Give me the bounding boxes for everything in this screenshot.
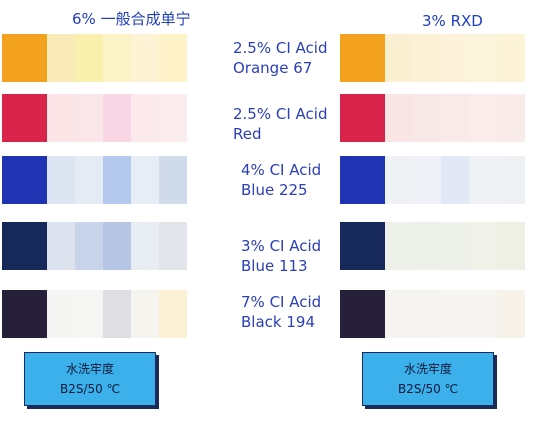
wash-fastness-standard: B2S/50 ℃	[397, 382, 459, 396]
wash-fastness-standard: B2S/50 ℃	[59, 382, 121, 396]
adjacent-fabric-swatch	[131, 156, 159, 204]
left-swatch-strip	[2, 156, 212, 204]
adjacent-fabric-swatch	[47, 34, 75, 82]
adjacent-fabric-swatch	[47, 94, 75, 142]
adjacent-fabric-swatch	[103, 156, 131, 204]
adjacent-fabric-swatch	[413, 290, 441, 338]
adjacent-fabric-swatch	[497, 94, 525, 142]
adjacent-fabric-swatch	[75, 156, 103, 204]
adjacent-fabric-swatch	[469, 290, 497, 338]
left-swatch-strip	[2, 94, 212, 142]
adjacent-fabric-swatch	[441, 222, 469, 270]
right-swatch-strip	[340, 34, 550, 82]
adjacent-fabric-swatch	[159, 34, 187, 82]
adjacent-fabric-swatch	[75, 222, 103, 270]
adjacent-fabric-swatch	[75, 34, 103, 82]
adjacent-fabric-swatch	[103, 34, 131, 82]
dye-label-name: Blue 225	[241, 181, 308, 199]
dyed-swatch	[2, 156, 47, 204]
dye-label-name: Black 194	[241, 313, 315, 331]
dye-label: 2.5% CI Acid Red	[233, 104, 327, 144]
left-header: 6% 一般合成单宁	[72, 10, 191, 28]
adjacent-fabric-swatch	[385, 222, 413, 270]
dye-label: 7% CI Acid Black 194	[241, 292, 321, 332]
dye-label-name: Red	[233, 125, 262, 143]
adjacent-fabric-swatch	[385, 34, 413, 82]
dyed-swatch	[2, 34, 47, 82]
dyed-swatch	[2, 290, 47, 338]
dye-label-concentration: 3% CI Acid	[241, 237, 322, 255]
adjacent-fabric-swatch	[131, 34, 159, 82]
wash-fastness-title: 水洗牢度	[65, 362, 114, 376]
left-swatch-strip	[2, 290, 212, 338]
adjacent-fabric-swatch	[75, 290, 103, 338]
wash-fastness-box-left: 水洗牢度 B2S/50 ℃	[24, 352, 156, 406]
adjacent-fabric-swatch	[385, 156, 413, 204]
dyed-swatch	[340, 290, 385, 338]
dye-label-name: Blue 113	[241, 257, 308, 275]
dye-label-concentration: 7% CI Acid	[241, 293, 322, 311]
right-swatch-strip	[340, 290, 550, 338]
adjacent-fabric-swatch	[497, 156, 525, 204]
right-swatch-strip	[340, 156, 550, 204]
dyed-swatch	[340, 34, 385, 82]
right-swatch-strip	[340, 222, 550, 270]
adjacent-fabric-swatch	[385, 94, 413, 142]
wash-fastness-title: 水洗牢度	[403, 362, 452, 376]
dye-label: 4% CI Acid Blue 225	[241, 160, 321, 200]
dyed-swatch	[340, 94, 385, 142]
adjacent-fabric-swatch	[103, 94, 131, 142]
adjacent-fabric-swatch	[159, 156, 187, 204]
wash-fastness-box-right: 水洗牢度 B2S/50 ℃	[362, 352, 494, 406]
left-swatch-strip	[2, 222, 212, 270]
adjacent-fabric-swatch	[103, 222, 131, 270]
adjacent-fabric-swatch	[131, 94, 159, 142]
adjacent-fabric-swatch	[47, 156, 75, 204]
adjacent-fabric-swatch	[469, 94, 497, 142]
adjacent-fabric-swatch	[385, 290, 413, 338]
adjacent-fabric-swatch	[47, 290, 75, 338]
dye-label: 2.5% CI Acid Orange 67	[233, 38, 327, 78]
adjacent-fabric-swatch	[497, 34, 525, 82]
adjacent-fabric-swatch	[441, 156, 469, 204]
adjacent-fabric-swatch	[103, 290, 131, 338]
dye-label-name: Orange 67	[233, 59, 313, 77]
dye-label-concentration: 2.5% CI Acid	[233, 39, 328, 57]
adjacent-fabric-swatch	[441, 94, 469, 142]
adjacent-fabric-swatch	[413, 222, 441, 270]
adjacent-fabric-swatch	[469, 222, 497, 270]
dye-label-concentration: 4% CI Acid	[241, 161, 322, 179]
right-header: 3% RXD	[422, 12, 483, 30]
adjacent-fabric-swatch	[159, 222, 187, 270]
dye-label-concentration: 2.5% CI Acid	[233, 105, 328, 123]
adjacent-fabric-swatch	[47, 222, 75, 270]
adjacent-fabric-swatch	[469, 34, 497, 82]
dyed-swatch	[2, 94, 47, 142]
adjacent-fabric-swatch	[413, 94, 441, 142]
adjacent-fabric-swatch	[469, 156, 497, 204]
adjacent-fabric-swatch	[441, 290, 469, 338]
dye-label: 3% CI Acid Blue 113	[241, 236, 321, 276]
adjacent-fabric-swatch	[131, 222, 159, 270]
adjacent-fabric-swatch	[75, 94, 103, 142]
adjacent-fabric-swatch	[413, 34, 441, 82]
adjacent-fabric-swatch	[497, 222, 525, 270]
dyed-swatch	[2, 222, 47, 270]
adjacent-fabric-swatch	[413, 156, 441, 204]
adjacent-fabric-swatch	[159, 94, 187, 142]
dyed-swatch	[340, 156, 385, 204]
adjacent-fabric-swatch	[441, 34, 469, 82]
adjacent-fabric-swatch	[159, 290, 187, 338]
right-swatch-strip	[340, 94, 550, 142]
dyed-swatch	[340, 222, 385, 270]
left-swatch-strip	[2, 34, 212, 82]
adjacent-fabric-swatch	[131, 290, 159, 338]
adjacent-fabric-swatch	[497, 290, 525, 338]
